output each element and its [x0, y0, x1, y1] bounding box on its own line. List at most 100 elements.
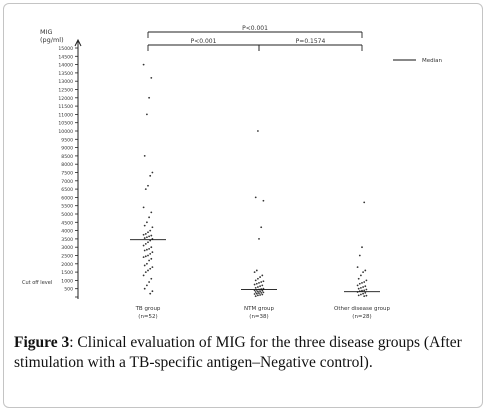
y-tick-label: 15000	[58, 46, 73, 52]
data-point	[146, 284, 148, 287]
y-tick-label: 8000	[61, 162, 73, 168]
y-tick-label: 8500	[61, 154, 73, 160]
data-point	[146, 248, 148, 251]
data-point	[261, 274, 264, 277]
legend: Median	[393, 58, 443, 64]
data-point	[150, 257, 153, 260]
y-tick-label: 13000	[58, 79, 73, 85]
data-point	[360, 286, 362, 289]
figure-caption: Figure 3: Clinical evaluation of MIG for…	[14, 333, 476, 373]
data-point	[257, 294, 259, 297]
data-point	[151, 226, 154, 229]
y-tick-label: 5500	[61, 204, 73, 210]
data-point	[150, 246, 153, 249]
y-tick-label: 10000	[58, 129, 73, 135]
y-tick-label: 14500	[58, 54, 73, 60]
data-point	[143, 264, 146, 267]
group-labels: TB group (n=52) NTM group (n=38) Other disea…	[135, 306, 391, 320]
data-point	[363, 295, 366, 298]
data-point	[357, 287, 360, 290]
data-point	[363, 289, 366, 292]
data-point	[149, 174, 152, 177]
data-point	[147, 184, 149, 187]
y-axis-unit: (pg/ml)	[40, 36, 64, 44]
data-point	[356, 284, 359, 287]
data-point	[148, 259, 151, 262]
data-point	[255, 269, 258, 272]
data-point	[257, 130, 259, 132]
p-value-label: P<0.001	[191, 38, 217, 45]
y-tick-label: 9500	[61, 137, 73, 143]
data-point	[365, 279, 368, 282]
data-point	[151, 251, 154, 254]
caption-text: : Clinical evaluation of MIG for the thr…	[14, 334, 462, 371]
data-point	[150, 234, 153, 237]
y-tick-label: 4000	[61, 229, 73, 235]
group-name-label: Other disease group	[334, 306, 390, 312]
data-point	[261, 284, 264, 287]
y-tick-label: 500	[64, 287, 73, 293]
y-tick-label: 12000	[58, 96, 73, 102]
data-point	[259, 285, 261, 288]
data-point	[361, 289, 363, 292]
data-point	[146, 262, 148, 265]
data-point	[150, 277, 153, 280]
data-point	[257, 277, 259, 280]
scatter-chart: MIG(pg/ml) 500 1000 1500 2000 2500 3000 3500 40…	[22, 25, 443, 320]
data-point	[148, 281, 151, 283]
data-point	[260, 226, 263, 229]
data-point	[149, 252, 152, 255]
data-point	[143, 224, 146, 227]
data-point	[151, 290, 154, 293]
data-point	[260, 291, 263, 294]
group-name-label: TB group	[135, 306, 161, 312]
data-point	[142, 256, 145, 259]
data-point	[364, 285, 367, 288]
p-value-label: P<0.001	[242, 25, 268, 32]
data-point	[151, 266, 154, 269]
data-point	[147, 269, 149, 272]
median-lines	[130, 239, 380, 293]
data-point	[362, 271, 364, 273]
data-point	[254, 291, 257, 293]
data-point	[362, 292, 364, 295]
data-point	[258, 281, 260, 284]
data-point	[258, 292, 260, 295]
data-point	[358, 282, 361, 285]
data-point	[151, 171, 154, 174]
cutoff-label: Cut off level	[22, 280, 52, 286]
data-point	[255, 292, 258, 295]
data-point	[361, 246, 363, 249]
y-tick-label: 3500	[61, 237, 73, 243]
y-tick-label: 10500	[58, 121, 73, 127]
y-tick-label: 3000	[61, 245, 73, 251]
data-point	[259, 290, 261, 293]
data-point	[258, 238, 260, 240]
data-point	[142, 244, 145, 247]
data-point	[262, 280, 265, 283]
y-tick-label: 12500	[58, 88, 73, 94]
caption-label: Figure 3	[14, 334, 70, 351]
data-point	[360, 293, 362, 296]
data-point	[261, 293, 264, 296]
group-n-label: (n=38)	[249, 314, 268, 320]
data-point	[357, 277, 360, 280]
data-point	[148, 96, 151, 99]
data-point	[149, 267, 152, 270]
data-point	[148, 247, 151, 250]
data-point	[360, 274, 362, 277]
data-point	[262, 291, 265, 294]
data-point	[142, 274, 145, 277]
y-tick-label: 9000	[61, 146, 73, 152]
data-point	[356, 266, 359, 269]
data-point	[357, 294, 360, 297]
data-point	[150, 76, 153, 79]
y-tick-label: 7000	[61, 179, 73, 185]
data-point	[259, 276, 261, 278]
data-point	[142, 233, 145, 236]
data-point	[254, 279, 257, 282]
y-tick-label: 13500	[58, 71, 73, 77]
data-point	[146, 221, 148, 224]
data-point	[142, 206, 145, 209]
group-n-label: (n=28)	[352, 314, 371, 320]
